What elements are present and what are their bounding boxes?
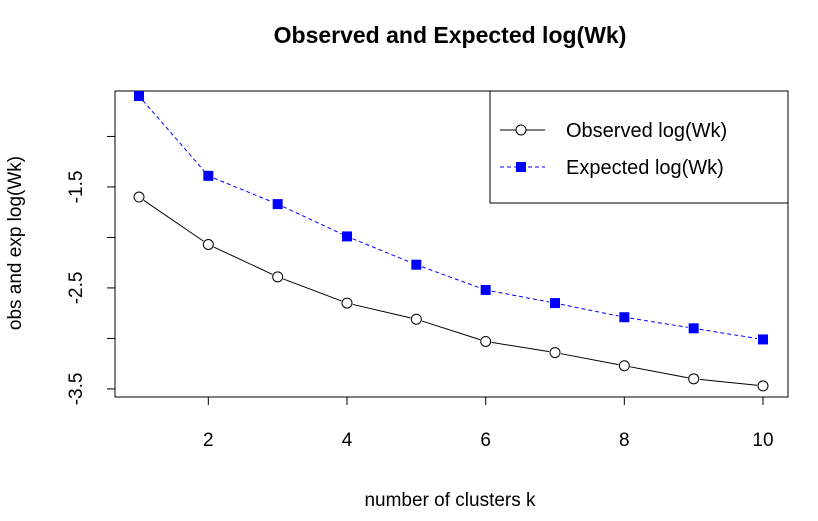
x-axis-label: number of clusters k	[364, 490, 536, 511]
x-tick-label: 6	[480, 430, 491, 451]
series-line-segment	[282, 206, 342, 235]
chart-title: Observed and Expected log(Wk)	[274, 22, 627, 48]
legend-marker	[516, 162, 526, 172]
data-point	[134, 91, 144, 102]
legend-marker	[515, 124, 527, 136]
series-layer	[133, 91, 769, 392]
series-line-segment	[630, 366, 688, 379]
series-line-segment	[491, 341, 550, 353]
series-line-segment	[421, 320, 481, 341]
series-line-segment	[699, 328, 758, 339]
data-point	[272, 199, 283, 210]
data-point	[758, 334, 768, 345]
x-tick-label: 8	[619, 430, 630, 451]
data-point	[688, 373, 700, 385]
series-line-segment	[283, 278, 342, 302]
legend: Observed log(Wk) Expected log(Wk)	[489, 90, 789, 204]
series-line-segment	[213, 246, 273, 275]
y-axis: -1.5 -2.5 -3.5	[66, 135, 116, 406]
series-line-segment	[560, 353, 619, 366]
legend-label: Observed log(Wk)	[566, 120, 727, 142]
series-line-segment	[352, 303, 411, 319]
data-point	[480, 335, 492, 347]
legend-box	[489, 90, 789, 204]
series-line-segment	[143, 200, 204, 242]
y-tick-label: -1.5	[66, 171, 87, 204]
data-point	[549, 347, 561, 359]
data-point	[203, 170, 214, 181]
data-point	[133, 191, 145, 203]
x-tick-label: 10	[752, 430, 773, 451]
series-line-segment	[142, 100, 205, 172]
data-point	[757, 380, 769, 392]
data-point	[619, 312, 630, 323]
series-line-segment	[560, 303, 619, 317]
data-point	[202, 239, 214, 251]
series-expected	[134, 91, 768, 345]
data-point	[342, 231, 352, 242]
series-line-segment	[352, 238, 411, 263]
series-line-segment	[630, 317, 688, 328]
y-tick-label: -2.5	[66, 272, 87, 305]
data-point	[411, 259, 422, 270]
data-point	[341, 297, 353, 309]
x-tick-label: 2	[203, 430, 214, 451]
data-point	[550, 298, 560, 309]
data-point	[688, 323, 699, 334]
x-tick-label: 4	[342, 430, 353, 451]
series-observed	[133, 191, 769, 392]
series-line-segment	[213, 177, 273, 203]
y-axis-label: obs and exp log(Wk)	[5, 156, 26, 330]
data-point	[272, 271, 284, 283]
x-axis: 2 4 6 8 10	[203, 396, 774, 451]
y-tick-label: -3.5	[66, 373, 87, 406]
series-line-segment	[421, 266, 481, 289]
series-line-segment	[491, 290, 550, 303]
series-line-segment	[699, 378, 758, 386]
data-point	[480, 284, 491, 295]
data-point	[618, 360, 630, 372]
legend-label: Expected log(Wk)	[566, 157, 724, 179]
data-point	[410, 313, 422, 325]
